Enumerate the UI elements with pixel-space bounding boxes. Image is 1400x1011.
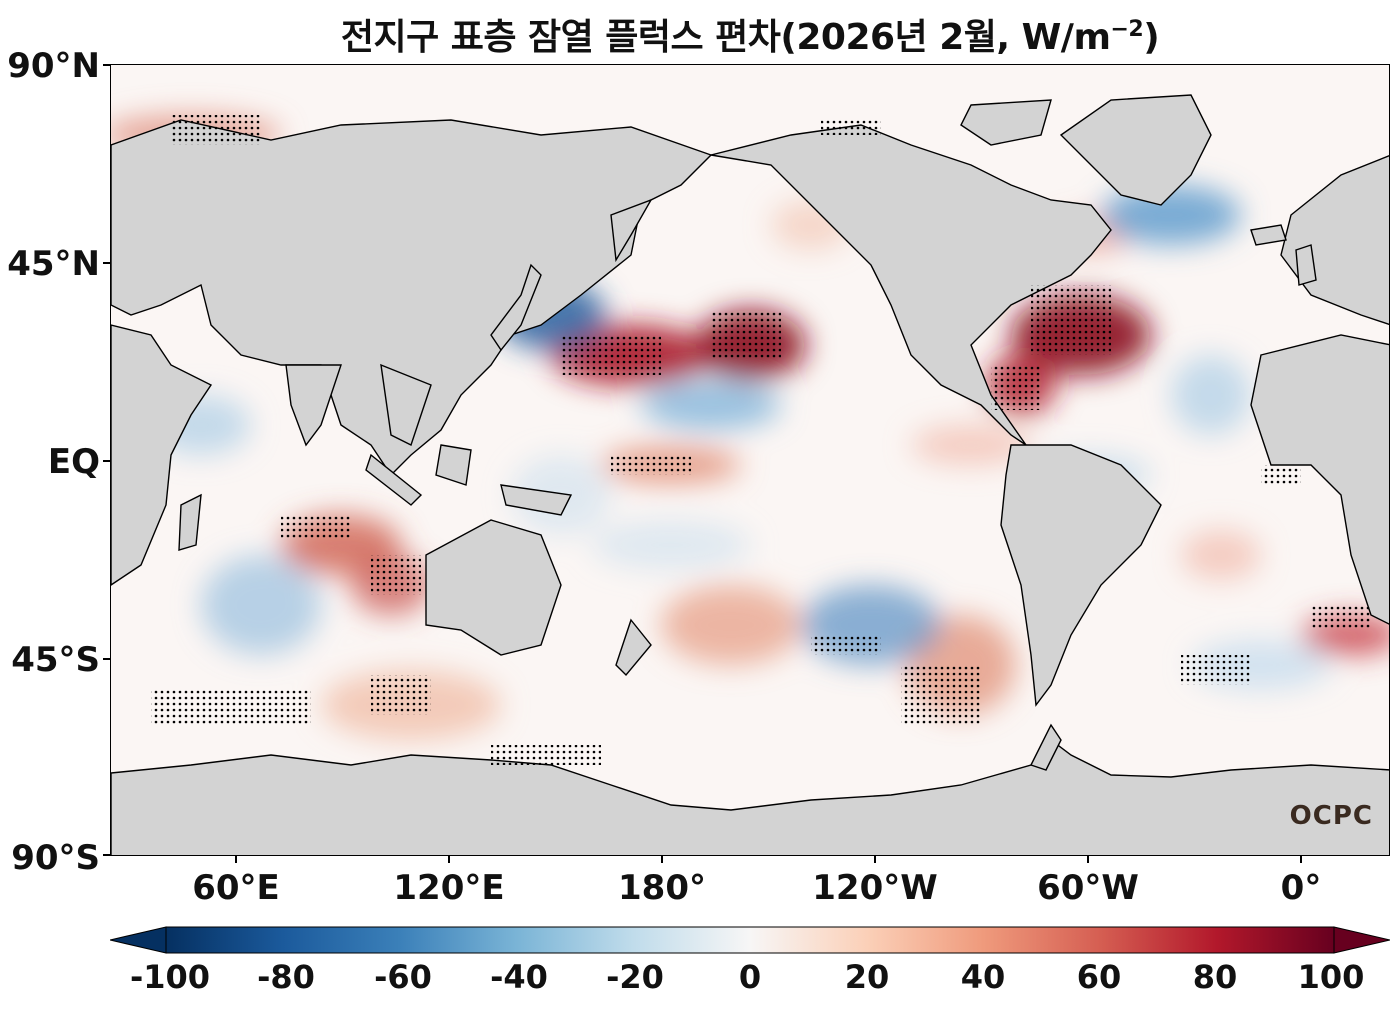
map-title: 전지구 표층 잠열 플럭스 편차(2026년 2월, W/m−2) xyxy=(340,17,1160,58)
land-africa-west xyxy=(1250,334,1389,625)
land-japan xyxy=(490,263,542,352)
stipple-patch xyxy=(151,690,311,725)
tick-lon xyxy=(1087,856,1089,863)
colorbar-tick-label: 100 xyxy=(1297,958,1365,996)
stipple-patch xyxy=(1261,465,1301,485)
stipple-patch xyxy=(561,335,661,375)
lon-label-0: 0° xyxy=(1280,868,1322,908)
tick-lat xyxy=(103,854,110,856)
tick-lat xyxy=(103,460,110,462)
land-south-america xyxy=(1000,444,1162,707)
land-arctic-islands xyxy=(960,99,1052,146)
colorbar-tick-label: -60 xyxy=(374,958,432,996)
lon-label-60w: 60°W xyxy=(1037,868,1139,908)
tick-lat xyxy=(103,64,110,66)
stipple-patch xyxy=(821,120,881,135)
tick-lat xyxy=(103,262,110,264)
lat-label-eq: EQ xyxy=(47,442,100,482)
tick-lon xyxy=(235,856,237,863)
land-australia xyxy=(425,519,562,656)
colorbar-tick-label: 20 xyxy=(844,958,890,996)
colorbar-extend-max xyxy=(1333,926,1390,954)
land-indochina xyxy=(380,363,432,446)
stipple-patch xyxy=(1181,655,1251,685)
colorbar-tick-label: -80 xyxy=(257,958,315,996)
anomaly-map: OCPC xyxy=(110,64,1390,856)
tick-lat xyxy=(103,658,110,660)
land-antarctic-peninsula xyxy=(1030,723,1062,771)
tick-lon xyxy=(874,856,876,863)
lat-label-45n: 45°N xyxy=(7,244,100,284)
colorbar-tick-label: -40 xyxy=(490,958,548,996)
stipple-patch xyxy=(371,675,431,715)
land-africa xyxy=(111,324,213,586)
ocpc-logo: OCPC xyxy=(1289,801,1373,831)
stipple-patch xyxy=(281,515,351,540)
lon-label-60e: 60°E xyxy=(192,868,280,908)
colorbar-extend-min xyxy=(110,926,167,954)
lon-label-180: 180° xyxy=(618,868,706,908)
colorbar-tick-label: 60 xyxy=(1076,958,1122,996)
land-madagascar xyxy=(178,493,202,551)
stipple-patch xyxy=(711,310,781,360)
lat-label-90n: 90°N xyxy=(7,46,100,86)
land-antarctica xyxy=(111,739,1389,855)
colorbar-tick-label: 40 xyxy=(960,958,1006,996)
stipple-patch xyxy=(611,455,691,475)
land-kamchatka xyxy=(610,198,653,263)
stipple-patch xyxy=(901,665,981,725)
stipple-patch xyxy=(491,745,601,765)
colorbar-tick-label: -20 xyxy=(606,958,664,996)
land-eurasia xyxy=(111,119,713,477)
stipple-patch xyxy=(371,555,421,595)
lat-label-45s: 45°S xyxy=(11,640,100,680)
colorbar-tick-label: -100 xyxy=(129,958,211,996)
lon-label-120e: 120°E xyxy=(393,868,505,908)
colorbar-gradient xyxy=(165,926,1335,954)
stipple-patch xyxy=(171,115,261,145)
lat-label-90s: 90°S xyxy=(11,838,100,878)
colorbar-tick-label: 0 xyxy=(738,958,762,996)
land-north-america xyxy=(710,124,1112,446)
tick-lon xyxy=(448,856,450,863)
land-uk xyxy=(1295,244,1317,286)
land-newguinea xyxy=(500,484,573,516)
tick-lon xyxy=(1300,856,1302,863)
land-sumatra xyxy=(365,453,423,506)
map-canvas xyxy=(111,65,1389,855)
land-masses xyxy=(111,94,1389,855)
land-iceland xyxy=(1250,224,1287,246)
stipple-patch xyxy=(811,635,881,655)
land-borneo xyxy=(435,444,472,486)
colorbar-tick-label: 80 xyxy=(1192,958,1238,996)
stipple-patch xyxy=(991,365,1041,410)
stipple-patch xyxy=(1311,605,1371,630)
colorbar xyxy=(110,926,1390,954)
lon-label-120w: 120°W xyxy=(812,868,938,908)
land-india xyxy=(285,364,342,447)
stipple-patch xyxy=(1031,285,1111,355)
land-newzealand xyxy=(615,618,652,677)
land-greenland xyxy=(1059,94,1212,206)
tick-lon xyxy=(661,856,663,863)
significance-stippling xyxy=(151,115,1371,765)
